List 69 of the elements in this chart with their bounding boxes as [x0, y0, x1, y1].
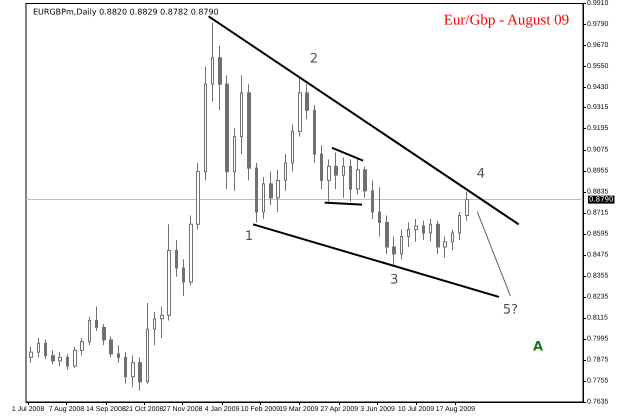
- annotation: 5?: [502, 302, 518, 318]
- candlestick: [334, 152, 338, 190]
- candlestick: [51, 350, 55, 365]
- candlestick: [182, 258, 185, 297]
- candlestick: [167, 224, 171, 322]
- candlestick: [58, 352, 62, 367]
- annotation: A: [532, 340, 544, 354]
- candlestick: [109, 336, 113, 358]
- annotation: 4: [476, 166, 485, 182]
- annotation: 3: [390, 272, 398, 288]
- candlestick: [153, 311, 156, 346]
- text: Eur/Gbp - August 09: [444, 12, 570, 28]
- candlestick: [400, 228, 403, 260]
- annotation: 2: [310, 52, 318, 67]
- candlestick: [298, 76, 302, 138]
- candlestick: [284, 154, 287, 192]
- candlestick: [189, 214, 193, 286]
- candlestick: [436, 220, 440, 254]
- candlestick: [429, 218, 432, 242]
- candlestick: [29, 346, 33, 364]
- candlestick: [247, 84, 251, 181]
- candlestick: [414, 218, 418, 242]
- candlestick: [102, 324, 106, 346]
- candlestick: [291, 124, 294, 172]
- candlestick: [80, 338, 84, 356]
- candlestick: [276, 169, 280, 212]
- candlestick: [385, 214, 389, 254]
- candlestick: [160, 306, 164, 339]
- candlestick: [451, 228, 454, 251]
- candlestick: [44, 339, 47, 360]
- candlestick: [88, 316, 91, 346]
- candlestick: [131, 355, 135, 388]
- text: EURGBPm,Daily 0.8820 0.8829 0.8782 0.8790: [33, 8, 219, 16]
- candlestick: [342, 157, 345, 198]
- candlestick: [255, 162, 258, 223]
- candlestick: [117, 344, 120, 364]
- candlestick: [305, 84, 309, 120]
- candlestick: [138, 356, 142, 392]
- candlestick: [320, 144, 323, 190]
- candlestick: [327, 158, 331, 202]
- candlestick: [196, 162, 200, 230]
- candlestick: [458, 211, 461, 240]
- candlestick: [124, 352, 127, 384]
- candlestick: [363, 166, 367, 198]
- candlestick: [204, 66, 207, 181]
- candlestick: [95, 306, 98, 332]
- candlestick: [269, 171, 273, 206]
- candlestick: [37, 338, 40, 358]
- candlestick: [233, 127, 236, 192]
- candlestick: [371, 180, 374, 220]
- candlestick: [146, 302, 149, 384]
- candlestick: [262, 176, 265, 220]
- candlestick: [240, 74, 243, 155]
- candlestick: [465, 191, 469, 222]
- candlestick: [66, 353, 69, 370]
- candlestick: [349, 158, 352, 202]
- candlestick: [218, 45, 222, 111]
- candlestick: [73, 346, 77, 368]
- candlestick: [211, 22, 214, 102]
- candlestick: [378, 186, 381, 237]
- candlestick: [313, 104, 316, 164]
- candlestick: [225, 74, 229, 190]
- annotation: 1: [244, 228, 254, 244]
- candlestick: [407, 222, 410, 248]
- candlestick: [356, 158, 360, 195]
- candlestick: [175, 239, 178, 278]
- candlestick: [443, 236, 447, 258]
- candlestick: [422, 220, 425, 240]
- candlestick: [392, 236, 396, 267]
